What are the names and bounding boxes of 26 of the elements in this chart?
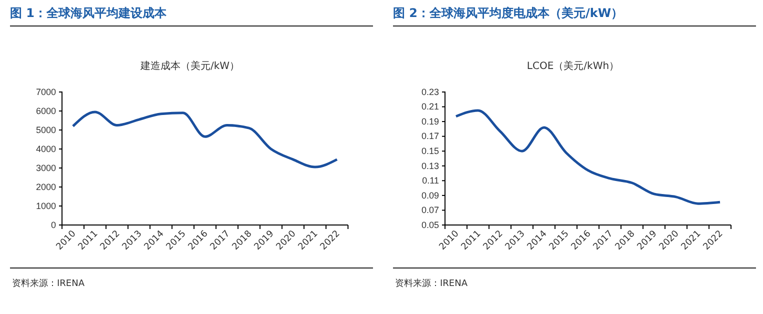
- y-tick-label: 0.07: [421, 205, 439, 216]
- y-tick-label: 0.23: [421, 86, 439, 97]
- y-tick-label: 0.05: [421, 220, 439, 230]
- y-tick-label: 5000: [36, 124, 56, 135]
- y-tick-label: 6000: [36, 106, 56, 116]
- chart-subtitle: LCOE（美元/kWh）: [526, 60, 620, 72]
- chart-title: 图 2：全球海风平均度电成本（美元/kW）: [393, 6, 624, 20]
- y-tick-label: 0.11: [422, 176, 439, 186]
- chart-title: 图 1：全球海风平均建设成本: [10, 6, 168, 20]
- y-tick-label: 0.09: [421, 190, 439, 200]
- y-tick-label: 0: [50, 220, 56, 230]
- y-tick-label: 0.17: [421, 131, 439, 142]
- text: 资料来源：IRENA: [12, 278, 86, 289]
- text: 资料来源：IRENA: [395, 278, 468, 289]
- y-tick-label: 2000: [36, 182, 56, 192]
- y-tick-label: 0.13: [421, 160, 439, 171]
- y-tick-label: 0.21: [421, 102, 439, 112]
- chart-subtitle: 建造成本（美元/kW）: [139, 60, 240, 72]
- y-tick-label: 7000: [36, 86, 56, 97]
- y-tick-label: 4000: [36, 144, 56, 154]
- y-tick-label: 1000: [36, 200, 56, 211]
- y-tick-label: 3000: [36, 162, 56, 173]
- line-series: [72, 110, 338, 168]
- y-tick-label: 0.15: [421, 146, 439, 156]
- line-series: [454, 109, 722, 205]
- y-tick-label: 0.19: [421, 116, 439, 126]
